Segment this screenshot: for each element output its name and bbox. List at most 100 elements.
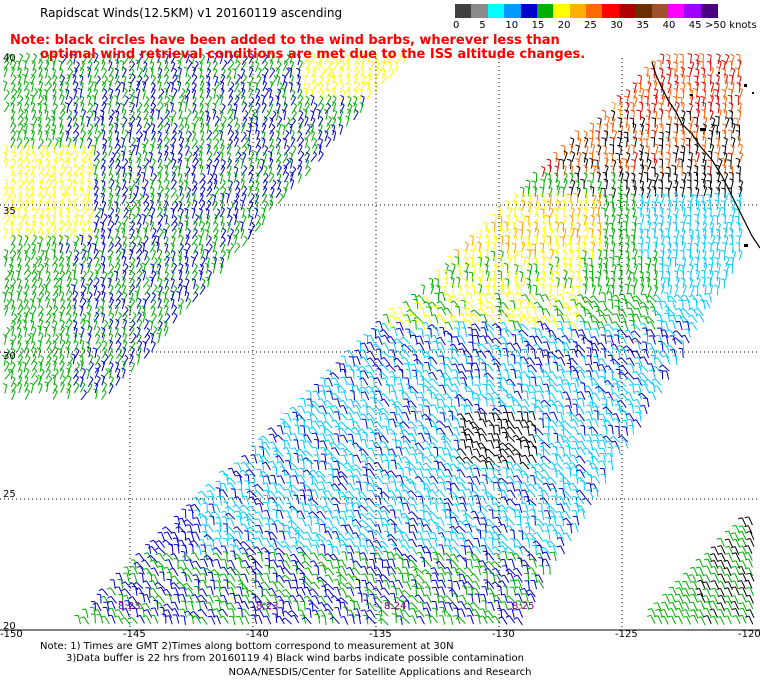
wind-barb: [729, 243, 734, 254]
wind-barb: [31, 151, 37, 163]
wind-barb: [324, 53, 329, 65]
wind-barb: [453, 327, 460, 338]
color-scale-swatch: [602, 4, 620, 18]
wind-barb: [326, 115, 333, 127]
wind-barb: [443, 356, 453, 366]
wind-barb: [680, 138, 686, 150]
wind-barb: [9, 54, 14, 66]
wind-barb: [586, 180, 592, 191]
wind-barb: [80, 389, 87, 401]
wind-barb: [220, 566, 230, 575]
wind-barb: [609, 122, 615, 134]
wind-barb: [283, 412, 292, 422]
wind-barb: [325, 60, 332, 72]
wind-barb: [515, 481, 522, 491]
wind-barb: [228, 227, 235, 239]
color-scale-swatch: [684, 4, 702, 18]
wind-barb: [135, 552, 145, 561]
wind-barb: [552, 530, 559, 540]
wind-barb: [52, 94, 57, 106]
wind-barb: [713, 270, 719, 281]
wind-barb: [87, 94, 92, 106]
wind-barb: [734, 67, 740, 78]
wind-barb: [580, 306, 587, 317]
wind-barb: [163, 566, 172, 576]
wind-barb: [309, 469, 320, 478]
wind-barb: [396, 440, 403, 450]
wind-barb: [728, 88, 733, 100]
wind-barb: [199, 53, 206, 65]
wind-barb: [551, 495, 558, 506]
color-scale-label: 30: [610, 20, 623, 31]
wind-barb: [585, 411, 593, 421]
wind-barb: [290, 94, 296, 106]
wind-barb: [290, 136, 296, 148]
wind-barb: [306, 390, 312, 400]
wind-barb: [408, 496, 418, 506]
wind-barb: [410, 453, 418, 463]
wind-barb: [65, 123, 72, 135]
wind-barb: [345, 59, 350, 71]
wind-barb: [280, 124, 286, 136]
wind-barb: [179, 94, 185, 106]
wind-barb: [185, 81, 190, 93]
wind-barb: [93, 123, 99, 135]
wind-barb: [170, 109, 177, 121]
wind-barb: [268, 433, 277, 443]
wind-barb: [693, 116, 699, 128]
wind-barb: [164, 559, 173, 569]
wind-barb: [348, 419, 355, 429]
wind-barb: [609, 143, 615, 155]
wind-barb: [688, 314, 698, 323]
wind-barb: [80, 95, 85, 107]
wind-barb: [437, 398, 446, 408]
wind-barb: [254, 108, 259, 120]
wind-barb: [114, 73, 120, 85]
wind-barb: [42, 326, 48, 338]
color-scale-swatch: [569, 4, 587, 18]
wind-barb: [304, 53, 310, 65]
wind-barb: [141, 213, 146, 225]
wind-barb: [367, 447, 376, 457]
wind-barb: [93, 221, 98, 233]
wind-barb: [491, 270, 496, 281]
wind-barb: [140, 171, 146, 183]
wind-barb: [680, 334, 690, 344]
wind-barb: [494, 292, 502, 303]
wind-barb: [660, 94, 666, 106]
wind-barb: [214, 115, 220, 127]
wind-barb: [65, 313, 72, 324]
wind-barb: [348, 356, 355, 366]
wind-barb: [192, 291, 199, 303]
wind-barb: [544, 417, 550, 428]
wind-barb: [520, 241, 526, 253]
wind-barb: [320, 544, 326, 555]
wind-barb: [198, 67, 203, 79]
wind-barb: [576, 469, 586, 478]
wind-barb: [488, 509, 494, 520]
wind-barb: [451, 433, 460, 443]
wind-barb: [644, 249, 649, 260]
wind-barb: [29, 298, 35, 310]
wind-barb: [646, 109, 652, 121]
wind-barb: [261, 116, 268, 127]
color-scale-swatch: [635, 4, 652, 18]
wind-barb: [318, 81, 324, 93]
wind-barb: [503, 354, 509, 365]
wind-barb: [373, 377, 382, 386]
wind-barb: [444, 418, 453, 428]
wind-barb: [150, 87, 156, 99]
wind-barb: [735, 53, 741, 64]
wind-barb: [206, 143, 211, 155]
wind-barb: [79, 115, 84, 127]
wind-barb: [469, 249, 475, 261]
wind-barb: [623, 95, 629, 107]
wind-barb: [405, 383, 412, 394]
wind-barb: [505, 447, 515, 456]
wind-barb: [401, 53, 406, 65]
wind-barb: [52, 81, 57, 93]
wind-barb: [623, 117, 628, 128]
wind-barb: [585, 460, 593, 470]
wind-barb: [213, 145, 219, 157]
